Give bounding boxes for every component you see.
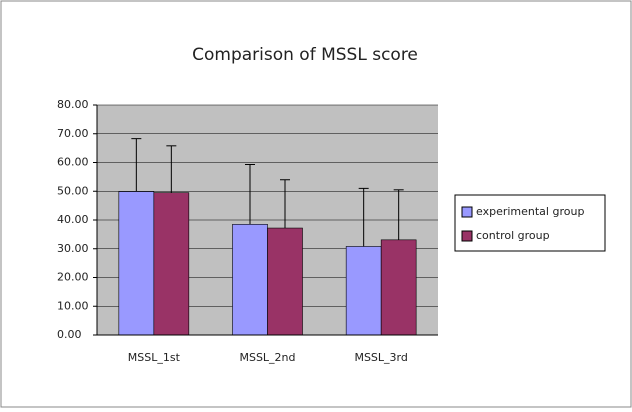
y-tick-label: 20.00 <box>57 271 89 284</box>
x-tick-label: MSSL_2nd <box>239 351 295 364</box>
y-tick-label: 30.00 <box>57 242 89 255</box>
bar <box>118 191 155 336</box>
y-tick-label: 80.00 <box>57 98 89 111</box>
y-tick-label: 10.00 <box>57 299 89 312</box>
legend-swatch <box>461 206 473 218</box>
x-tick-label: MSSL_3rd <box>354 351 407 364</box>
bar <box>153 192 190 336</box>
legend-label: experimental group <box>476 205 584 218</box>
y-tick-label: 50.00 <box>57 184 89 197</box>
bar <box>232 224 268 336</box>
x-tick-label: MSSL_1st <box>128 351 181 364</box>
y-tick-label: 70.00 <box>57 127 89 140</box>
y-tick-label: 40.00 <box>57 213 89 226</box>
bar <box>267 227 303 336</box>
y-tick-label: 0.00 <box>57 328 82 341</box>
y-tick-label: 60.00 <box>57 156 89 169</box>
legend-box <box>454 194 606 252</box>
bar <box>380 239 417 336</box>
legend-swatch <box>461 230 473 242</box>
legend-label: control group <box>476 229 550 242</box>
bar <box>345 246 382 336</box>
chart-title: Comparison of MSSL score <box>192 45 418 65</box>
